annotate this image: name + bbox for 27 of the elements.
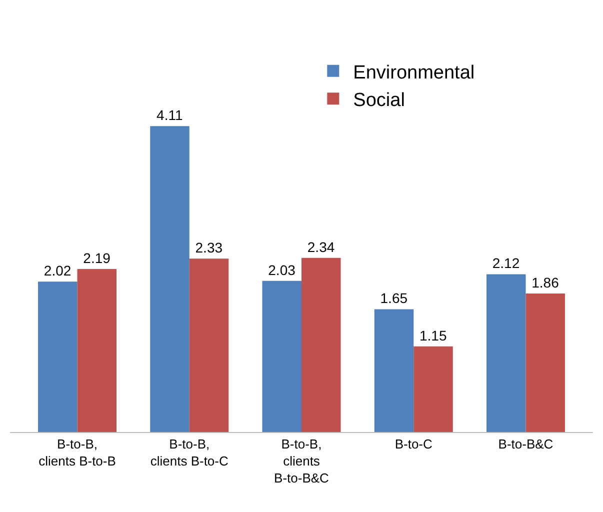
x-tick-label: B-to-B, clients B-to-B	[38, 436, 116, 468]
data-label: 2.33	[195, 240, 223, 256]
x-tick-label: B-to-C	[394, 436, 432, 452]
x-tick-label: B-to-B, clients B-to-B&C	[274, 436, 329, 486]
bar	[262, 280, 302, 432]
x-tick-label: B-to-B, clients B-to-C	[150, 436, 228, 468]
x-tick-label: B-to-B&C	[498, 436, 554, 452]
bar	[486, 274, 526, 432]
data-label: 1.65	[380, 290, 408, 306]
bar	[77, 269, 117, 432]
bar	[374, 309, 414, 432]
data-label: 2.12	[492, 255, 520, 272]
legend-label: Environmental	[353, 62, 475, 84]
data-label: 2.34	[307, 238, 335, 255]
data-label: 2.02	[44, 262, 72, 279]
bar	[302, 258, 341, 432]
bar	[150, 126, 190, 432]
legend-label: Social	[353, 90, 405, 111]
bar	[189, 258, 229, 432]
data-label: 2.19	[83, 250, 111, 266]
bar	[38, 282, 78, 432]
data-label: 2.03	[268, 262, 296, 278]
bar	[414, 346, 453, 432]
data-label: 1.86	[532, 274, 560, 291]
bar	[526, 294, 565, 432]
data-label: 4.11	[156, 107, 183, 124]
data-label: 1.15	[420, 327, 447, 344]
